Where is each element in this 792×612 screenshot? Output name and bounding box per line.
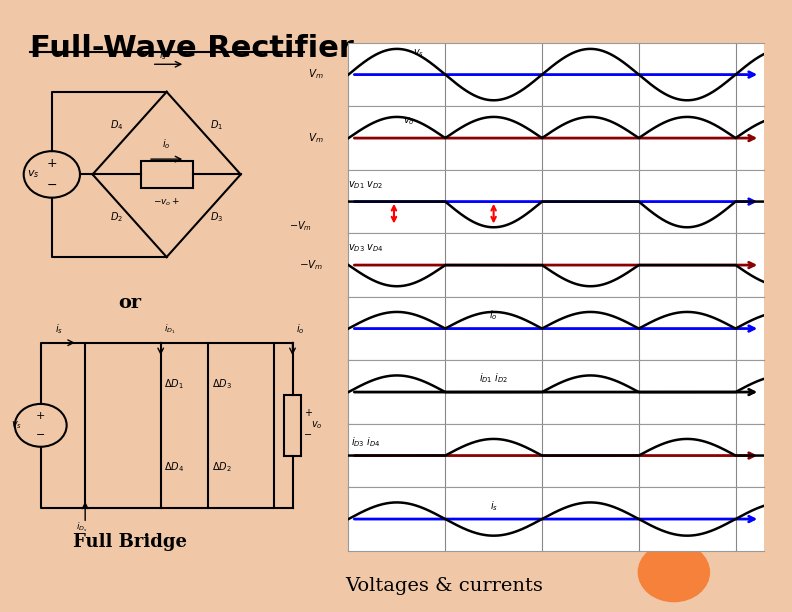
Text: $D_4$: $D_4$: [109, 118, 123, 132]
Text: $V_m$: $V_m$: [308, 131, 324, 145]
Text: −: −: [36, 430, 45, 440]
Text: $i_s$: $i_s$: [159, 48, 167, 62]
Text: $v_{D3}\ v_{D4}$: $v_{D3}\ v_{D4}$: [348, 242, 384, 255]
Text: Voltages & currents: Voltages & currents: [345, 577, 543, 595]
Text: −: −: [47, 179, 57, 192]
Text: 3π: 3π: [632, 111, 645, 121]
Text: $i_{D3}\ i_{D4}$: $i_{D3}\ i_{D4}$: [351, 435, 381, 449]
Circle shape: [638, 543, 710, 602]
Text: $i_o$: $i_o$: [162, 137, 171, 151]
Text: 4π: 4π: [729, 111, 742, 121]
Text: Full Bridge: Full Bridge: [73, 532, 187, 551]
Text: $D_2$: $D_2$: [110, 211, 123, 225]
Text: $i_{D_s}$: $i_{D_s}$: [76, 520, 87, 534]
Text: $\Delta D_4$: $\Delta D_4$: [165, 460, 185, 474]
Text: $-V_m$: $-V_m$: [288, 220, 311, 233]
Text: $-v_o +$: $-v_o +$: [153, 196, 181, 208]
Text: $D_1$: $D_1$: [211, 118, 223, 132]
Text: Full-Wave Rectifier: Full-Wave Rectifier: [29, 34, 353, 62]
Text: $v_o$: $v_o$: [402, 116, 414, 127]
Text: $\Delta D_3$: $\Delta D_3$: [211, 377, 231, 391]
Text: $i_o$: $i_o$: [296, 322, 305, 335]
Text: $v_o$: $v_o$: [311, 419, 322, 431]
Text: $v_s$: $v_s$: [11, 419, 22, 431]
Text: $i_s$: $i_s$: [55, 322, 63, 335]
Text: $v_{D1}\ v_{D2}$: $v_{D1}\ v_{D2}$: [348, 179, 383, 191]
Text: $i_{D1}\ i_{D2}$: $i_{D1}\ i_{D2}$: [479, 371, 508, 386]
Text: 2π: 2π: [535, 111, 549, 121]
Text: $V_m$: $V_m$: [308, 68, 324, 81]
Text: −: −: [303, 430, 312, 439]
Text: +: +: [303, 408, 311, 418]
Text: +: +: [36, 411, 45, 420]
Text: +: +: [47, 157, 57, 170]
Text: $v_s$: $v_s$: [413, 47, 424, 59]
Text: $i_{D_1}$: $i_{D_1}$: [165, 323, 176, 336]
Text: $D_3$: $D_3$: [211, 211, 223, 225]
Text: $i_o$: $i_o$: [489, 308, 498, 322]
Text: $-V_m$: $-V_m$: [299, 258, 324, 272]
Text: $\Delta D_2$: $\Delta D_2$: [211, 460, 231, 474]
Bar: [284, 395, 302, 456]
Text: $i_s$: $i_s$: [489, 499, 497, 513]
Text: or: or: [118, 294, 141, 312]
Text: π: π: [442, 111, 448, 121]
Bar: [141, 161, 192, 188]
Text: $\Delta D_1$: $\Delta D_1$: [165, 377, 185, 391]
Text: $v_s$: $v_s$: [27, 168, 40, 181]
